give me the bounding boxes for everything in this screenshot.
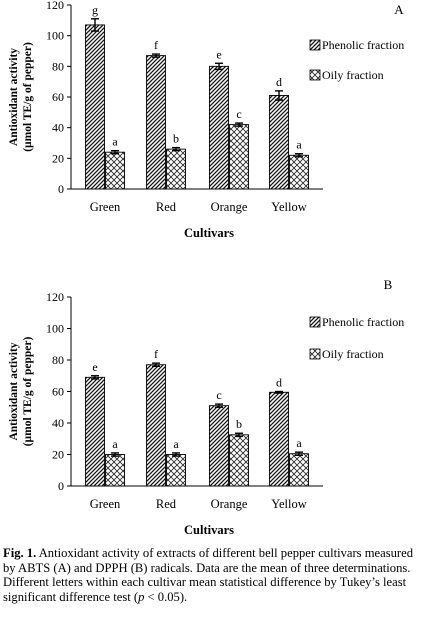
x-tick-label: Red (156, 497, 177, 511)
bar (146, 55, 166, 190)
x-axis-label: Cultivars (184, 523, 234, 537)
legend-label: Oily fraction (322, 347, 384, 361)
y-tick-label: 120 (46, 0, 64, 12)
x-axis-label: Cultivars (184, 226, 234, 240)
x-tick-label: Orange (211, 200, 248, 214)
x-tick-label: Yellow (271, 200, 307, 214)
bar (289, 453, 309, 487)
bar (105, 151, 125, 190)
y-tick-label: 100 (46, 322, 64, 336)
y-tick-label: 40 (52, 121, 64, 135)
significance-letter: e (92, 360, 97, 374)
bar (229, 124, 249, 190)
y-tick-label: 20 (52, 151, 64, 165)
x-tick-label: Yellow (271, 497, 307, 511)
y-tick-label: 60 (52, 385, 64, 399)
x-tick-label: Green (90, 497, 121, 511)
y-tick-label: 60 (52, 90, 64, 104)
y-axis-label: Antioxidant activity (µmol TE/g of pepper… (8, 337, 34, 447)
legend-label: Phenolic fraction (322, 38, 404, 52)
bar (229, 434, 249, 487)
y-axis-label: Antioxidant activity (µmol TE/g of pepper… (8, 42, 34, 152)
significance-letter: a (173, 437, 179, 451)
y-tick-label: 20 (52, 448, 64, 462)
significance-letter: a (296, 138, 302, 152)
bar (166, 148, 186, 190)
bar (166, 454, 186, 487)
figure-caption: Fig. 1. Antioxidant activity of extracts… (3, 546, 417, 604)
panel-label: B (384, 277, 393, 292)
y-axis-label-line-1: Antioxidant activity (8, 48, 20, 146)
significance-letter: d (276, 75, 282, 89)
y-tick-label: 0 (58, 182, 64, 196)
y-tick-label: 80 (52, 59, 64, 73)
caption-fig-label: Fig. 1. (3, 546, 37, 560)
x-tick-label: Orange (211, 497, 248, 511)
y-tick-label: 0 (58, 479, 64, 493)
bar (269, 95, 289, 190)
legend-swatch (309, 69, 321, 81)
legend-swatch (309, 348, 321, 360)
y-tick-label: 100 (46, 29, 64, 43)
chart-panel-b: 0 20 40 60 80 100 120 Antioxidant activity (µmol… (8, 277, 404, 537)
significance-letter: b (173, 132, 179, 146)
y-axis-label-line-2: (µmol TE/g of pepper) (22, 337, 34, 447)
significance-letter: b (236, 417, 242, 431)
significance-letter: d (276, 376, 282, 390)
significance-letter: a (112, 437, 118, 451)
bar (85, 376, 105, 487)
significance-letter: c (216, 388, 221, 402)
legend-swatch (309, 316, 321, 328)
significance-letter: a (296, 436, 302, 450)
y-axis-label-line-2: (µmol TE/g of pepper) (22, 42, 34, 152)
significance-letter: g (92, 3, 98, 17)
bar (289, 154, 309, 190)
significance-letter: c (236, 107, 241, 121)
y-tick-label: 80 (52, 353, 64, 367)
bar (105, 454, 125, 487)
x-tick-label: Red (156, 200, 177, 214)
significance-letter: f (154, 38, 158, 52)
significance-letter: a (112, 135, 118, 149)
significance-letter: e (216, 47, 221, 61)
y-axis-label-line-1: Antioxidant activity (8, 342, 20, 440)
bar (85, 24, 105, 190)
caption-text-end: < 0.05). (144, 589, 188, 604)
significance-letter: f (154, 347, 158, 361)
y-tick-label: 40 (52, 416, 64, 430)
y-tick-label: 120 (46, 290, 64, 304)
bar (146, 364, 166, 487)
caption-p-symbol: p (138, 589, 145, 604)
legend-label: Phenolic fraction (322, 315, 404, 329)
bar (269, 391, 289, 487)
legend-label: Oily fraction (322, 68, 384, 82)
panel-label: A (394, 2, 404, 17)
bar (209, 405, 229, 487)
chart-panel-a: 0 20 40 60 80 100 120 Antioxidant activity (µmol… (8, 0, 404, 240)
legend-swatch (309, 39, 321, 51)
x-tick-label: Green (90, 200, 121, 214)
caption-text: Antioxidant activity of extracts of diff… (3, 546, 413, 604)
bar (209, 65, 229, 190)
